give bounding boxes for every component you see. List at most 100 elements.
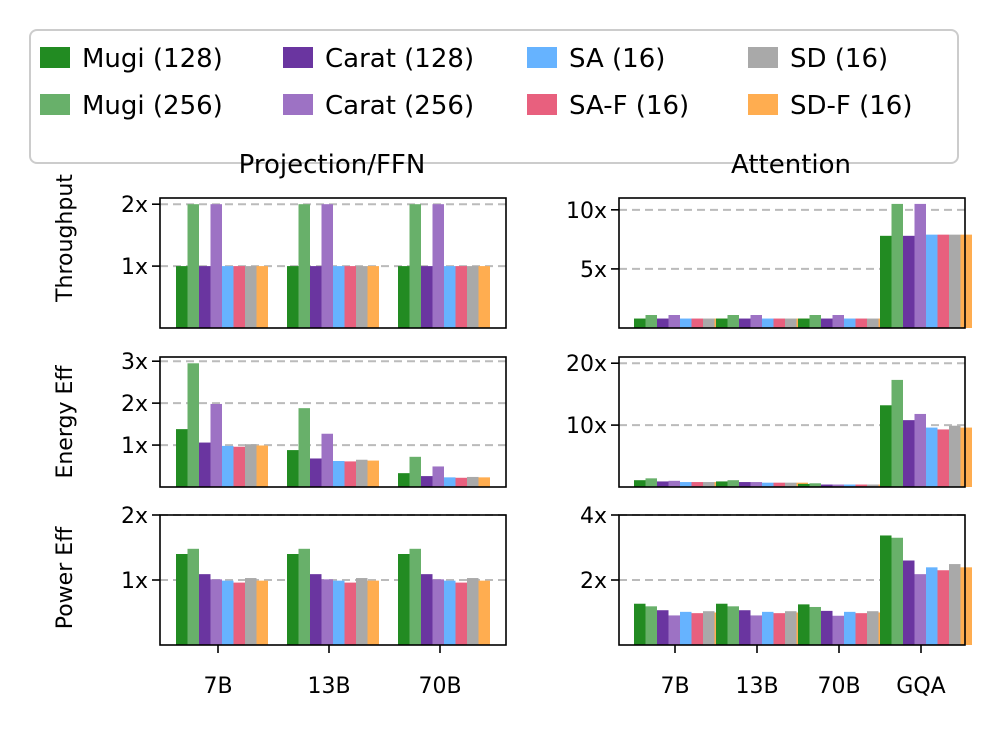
axes-frame [618, 356, 966, 488]
bar-carat-256-13b [750, 615, 762, 645]
bar-carat-128-70b [421, 574, 433, 645]
y-tick-label: 10x [566, 199, 607, 224]
bar-mugi-128-7b [634, 480, 646, 487]
bar-sd-16-7b [245, 444, 257, 487]
bar-sa-16-13b [333, 580, 345, 645]
bar-sd-16-70b [467, 476, 479, 487]
x-tick-label-70b: 70B [817, 674, 860, 699]
bar-sd-f-16-7b [256, 445, 268, 487]
y-tick-label: 1x [121, 434, 148, 459]
bar-mugi-128-70b [798, 483, 810, 487]
row-label-power-eff: Power Eff [53, 526, 78, 629]
y-tick-label: 2x [121, 392, 148, 417]
bar-mugi-256-13b [298, 204, 310, 328]
y-tick-label: 5x [580, 258, 607, 283]
bar-carat-256-13b [321, 204, 333, 328]
bar-carat-256-70b [832, 615, 844, 645]
axes-frame [159, 197, 507, 329]
bar-mugi-128-7b [176, 429, 188, 487]
bar-mugi-256-70b [409, 548, 421, 645]
bar-sa-16-13b [333, 266, 345, 328]
bar-sa-f-16-70b [855, 318, 867, 328]
bar-sa-16-7b [680, 611, 692, 645]
bar-mugi-256-7b [645, 478, 657, 487]
bar-sa-16-70b [444, 580, 456, 645]
bar-sa-16-70b [444, 477, 456, 487]
x-tick-label-7b: 7B [660, 674, 689, 699]
panel-projection-energy: 1x 2x 3x [121, 350, 507, 488]
bar-sa-f-16-7b [691, 318, 703, 328]
bar-sd-16-13b [356, 578, 368, 645]
y-tick-label: 2x [580, 569, 607, 594]
bar-sd-16-7b [703, 482, 715, 487]
bar-sd-16-gqa [949, 234, 961, 328]
bar-mugi-256-70b [809, 483, 821, 487]
bar-sd-f-16-70b [478, 477, 490, 487]
bar-sa-f-16-7b [233, 266, 245, 328]
bar-sa-f-16-13b [773, 613, 785, 645]
legend-swatch-sa-f-16 [527, 94, 557, 115]
bar-carat-128-7b [657, 610, 669, 645]
bar-sa-16-7b [222, 445, 234, 487]
y-tick-label: 2x [121, 504, 148, 529]
bar-carat-256-13b [321, 433, 333, 487]
bar-carat-128-70b [821, 610, 833, 645]
bar-sa-f-16-7b [233, 582, 245, 645]
bar-mugi-256-gqa [891, 537, 903, 645]
legend-frame [29, 29, 959, 164]
bar-sd-16-70b [867, 318, 879, 328]
bar-sd-16-13b [785, 482, 797, 487]
bar-mugi-128-70b [798, 318, 810, 328]
bar-mugi-256-7b [645, 606, 657, 645]
bar-sa-f-16-70b [855, 613, 867, 645]
bar-carat-256-7b [210, 403, 222, 487]
bar-sd-f-16-7b [256, 266, 268, 328]
axes-frame [159, 356, 507, 488]
bar-carat-256-7b [668, 315, 680, 328]
legend-swatch-mugi-128 [40, 47, 70, 68]
bar-carat-256-70b [832, 315, 844, 328]
bar-carat-128-7b [657, 481, 669, 487]
bar-sd-16-7b [245, 578, 257, 645]
legend-swatch-mugi-256 [40, 94, 70, 115]
row-label-throughput: Throughput [53, 174, 78, 303]
panel-projection-throughput: 1x 2x [121, 193, 507, 329]
bar-carat-256-70b [432, 466, 444, 487]
y-tick-label: 2x [121, 193, 148, 218]
bar-sd-16-70b [467, 578, 479, 645]
bar-sd-f-16-7b [256, 580, 268, 645]
legend: Mugi (128) Mugi (256) Carat (128) Carat (25… [29, 29, 959, 164]
bar-sa-f-16-70b [455, 266, 467, 328]
bar-sa-16-13b [333, 461, 345, 487]
bar-carat-256-7b [668, 615, 680, 645]
y-tick-label: 1x [121, 569, 148, 594]
y-tick-label: 10x [566, 414, 607, 439]
bar-carat-128-gqa [903, 560, 915, 645]
bar-mugi-128-gqa [880, 235, 892, 328]
x-tick-label-13b: 13B [735, 674, 778, 699]
bar-carat-128-70b [421, 266, 433, 328]
axes-frame [618, 197, 966, 329]
bar-sd-16-7b [703, 318, 715, 328]
x-tick-label-7b: 7B [203, 674, 232, 699]
bar-sd-f-16-13b [367, 266, 379, 328]
legend-swatch-carat-256 [283, 94, 313, 115]
bar-sa-16-gqa [926, 427, 938, 487]
bar-sd-16-13b [785, 318, 797, 328]
bar-sa-f-16-7b [233, 446, 245, 487]
bar-mugi-256-13b [727, 315, 739, 328]
bar-mugi-128-70b [398, 266, 410, 328]
bar-carat-128-13b [310, 574, 322, 645]
bar-carat-128-gqa [903, 420, 915, 487]
bar-carat-256-7b [210, 579, 222, 645]
bar-carat-256-gqa [914, 574, 926, 645]
bar-sd-16-13b [356, 459, 368, 487]
x-tick-label-13b: 13B [307, 674, 350, 699]
bar-mugi-256-13b [298, 548, 310, 645]
bar-sd-16-13b [785, 611, 797, 645]
column-title-projection-ffn: Projection/FFN [239, 150, 426, 180]
bar-mugi-256-13b [727, 480, 739, 487]
bar-carat-256-13b [750, 482, 762, 487]
bar-mugi-128-7b [634, 603, 646, 645]
bar-carat-256-70b [432, 579, 444, 645]
